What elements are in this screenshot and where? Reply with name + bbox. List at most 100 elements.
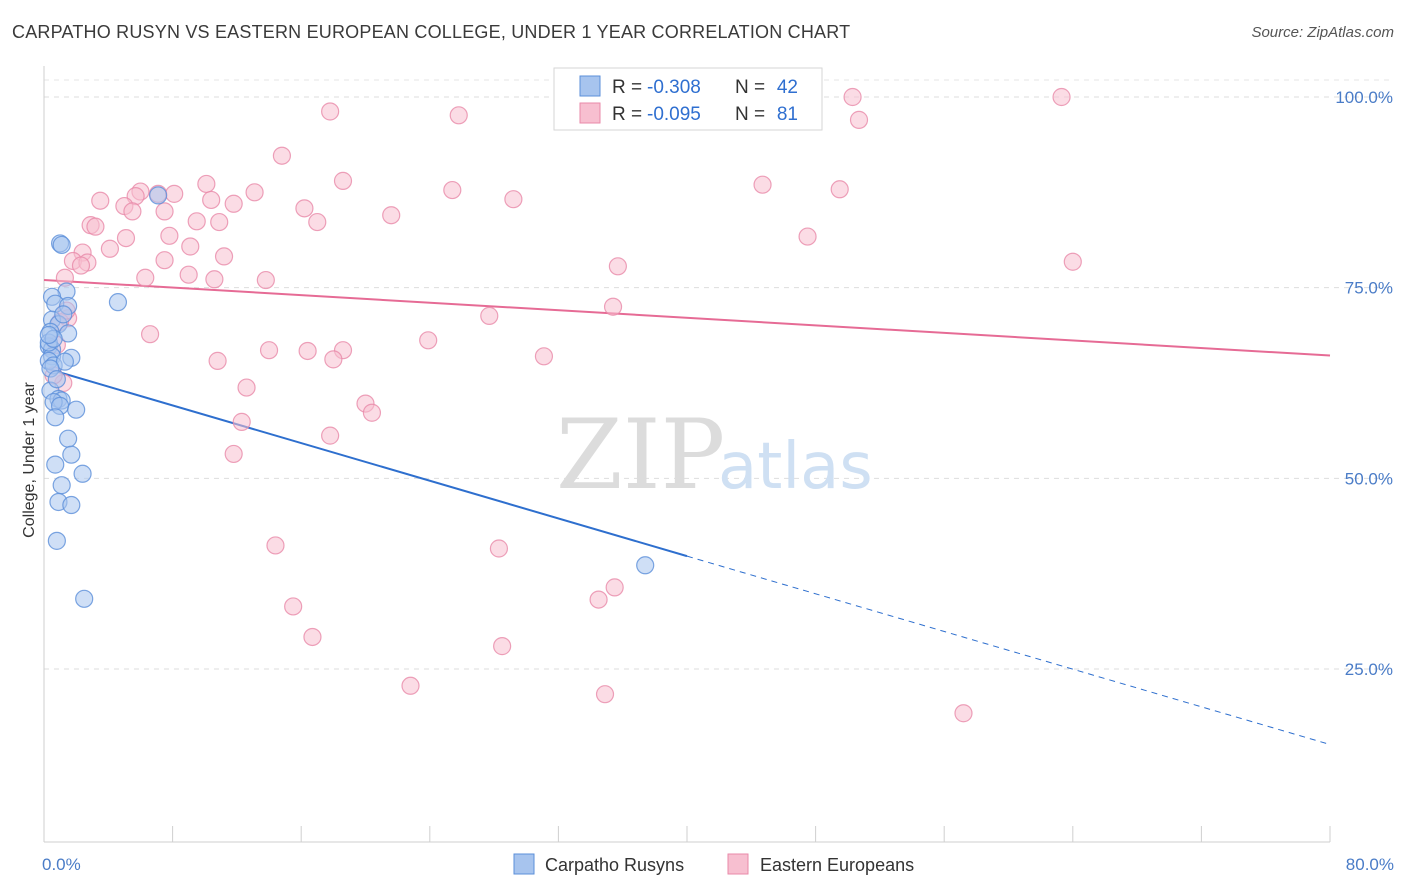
point-eastern-europeans-60 (324, 350, 343, 369)
point-eastern-europeans-74 (401, 676, 420, 695)
point-eastern-europeans-14 (245, 183, 264, 202)
point-eastern-europeans-11 (165, 184, 184, 203)
legend-r-label-0: R = (612, 77, 642, 98)
point-eastern-europeans-20 (224, 194, 243, 213)
point-eastern-europeans-76 (954, 704, 973, 723)
point-carpatho-rusyns-29 (73, 464, 92, 483)
point-carpatho-rusyns-25 (46, 408, 65, 427)
legend-n-label-0: N = (735, 77, 765, 98)
y-tick-label-1: 50.0% (1345, 469, 1393, 488)
point-eastern-europeans-34 (181, 237, 200, 256)
point-eastern-europeans-24 (155, 202, 174, 221)
point-carpatho-rusyns-34 (75, 589, 94, 608)
point-carpatho-rusyns-26 (59, 429, 78, 448)
point-eastern-europeans-61 (237, 378, 256, 397)
point-eastern-europeans-69 (605, 578, 624, 597)
point-carpatho-rusyns-35 (636, 556, 655, 575)
point-eastern-europeans-27 (210, 212, 229, 232)
point-eastern-europeans-66 (224, 444, 243, 464)
point-eastern-europeans-67 (266, 536, 285, 555)
point-eastern-europeans-49 (603, 297, 623, 316)
point-eastern-europeans-48 (256, 270, 275, 290)
point-eastern-europeans-59 (208, 351, 227, 370)
point-eastern-europeans-8 (197, 174, 216, 194)
point-eastern-europeans-25 (382, 206, 401, 225)
point-eastern-europeans-68 (489, 539, 509, 558)
point-eastern-europeans-41 (608, 257, 627, 276)
trend-line-carpatho-rusyns (43, 366, 688, 558)
point-eastern-europeans-16 (830, 180, 849, 199)
y-axis-label: College, Under 1 year (21, 382, 38, 538)
axes (43, 66, 1331, 843)
tick-labels: 25.0% 50.0% 75.0% 100.0% 0.0% 80.0% (42, 88, 1394, 874)
point-eastern-europeans-37 (214, 247, 234, 266)
point-eastern-europeans-26 (187, 212, 206, 231)
point-carpatho-rusyns-27 (62, 445, 81, 464)
point-eastern-europeans-42 (1063, 252, 1082, 271)
point-eastern-europeans-44 (179, 265, 198, 284)
point-eastern-europeans-15 (443, 180, 462, 200)
point-eastern-europeans-31 (160, 226, 179, 245)
legend: R = -0.308 N = 42 R = -0.095 N = 81 (553, 67, 823, 131)
legend-swatch-1 (579, 102, 601, 124)
grid (44, 79, 1392, 670)
point-eastern-europeans-17 (91, 191, 110, 210)
point-carpatho-rusyns-2 (52, 235, 71, 255)
point-eastern-europeans-71 (589, 590, 608, 609)
point-eastern-europeans-33 (798, 227, 817, 246)
point-eastern-europeans-2 (1052, 87, 1071, 107)
x-tick-label-1: 80.0% (1346, 855, 1394, 874)
point-eastern-europeans-72 (303, 627, 322, 647)
watermark: ZIP atlas (556, 399, 873, 511)
legend-swatch-0 (579, 75, 601, 97)
trend-line-carpatho-rusyns-extension (686, 555, 1331, 745)
point-eastern-europeans-56 (298, 341, 317, 361)
point-carpatho-rusyns-39 (54, 305, 73, 324)
y-tick-label-2: 75.0% (1345, 279, 1393, 298)
point-eastern-europeans-38 (155, 251, 174, 270)
point-eastern-europeans-47 (205, 270, 224, 289)
point-eastern-europeans-43 (71, 256, 91, 275)
point-eastern-europeans-9 (753, 175, 772, 194)
legend-r-label-1: R = (612, 104, 642, 125)
point-carpatho-rusyns-32 (62, 495, 81, 515)
point-eastern-europeans-19 (504, 190, 523, 209)
point-eastern-europeans-54 (419, 331, 438, 350)
point-eastern-europeans-18 (202, 190, 221, 210)
point-carpatho-rusyns-30 (52, 476, 71, 495)
bottom-legend-label-1: Eastern Europeans (760, 855, 914, 875)
legend-r-value-0: -0.308 (647, 77, 701, 98)
trend-lines (43, 279, 1331, 745)
y-tick-label-3: 100.0% (1335, 88, 1393, 107)
point-carpatho-rusyns-0 (149, 186, 168, 205)
point-eastern-europeans-5 (849, 110, 869, 129)
legend-n-label-1: N = (735, 104, 765, 125)
point-eastern-europeans-58 (534, 347, 554, 366)
point-eastern-europeans-4 (449, 106, 468, 125)
point-eastern-europeans-53 (140, 325, 160, 344)
watermark-atlas: atlas (718, 430, 873, 504)
point-eastern-europeans-35 (100, 239, 120, 258)
point-carpatho-rusyns-28 (46, 455, 65, 474)
legend-n-value-0: 42 (777, 77, 798, 98)
point-eastern-europeans-22 (295, 199, 314, 218)
bottom-legend-swatch-1 (727, 853, 749, 875)
point-eastern-europeans-65 (321, 426, 340, 445)
point-eastern-europeans-6 (272, 146, 292, 165)
point-eastern-europeans-46 (136, 268, 155, 287)
point-eastern-europeans-73 (493, 637, 512, 656)
legend-r-value-1: -0.095 (647, 104, 701, 125)
point-eastern-europeans-75 (595, 685, 615, 704)
point-eastern-europeans-55 (259, 341, 279, 360)
source-label: Source: ZipAtlas.com (1251, 24, 1394, 41)
point-carpatho-rusyns-38 (39, 325, 58, 345)
bottom-legend-swatch-0 (513, 853, 535, 875)
point-eastern-europeans-70 (284, 597, 303, 616)
chart-title: CARPATHO RUSYN VS EASTERN EUROPEAN COLLE… (12, 22, 851, 42)
legend-n-value-1: 81 (777, 104, 798, 125)
point-eastern-europeans-28 (308, 212, 327, 232)
y-tick-label-0: 25.0% (1345, 660, 1393, 679)
watermark-zip: ZIP (556, 399, 725, 511)
point-eastern-europeans-63 (362, 403, 382, 422)
